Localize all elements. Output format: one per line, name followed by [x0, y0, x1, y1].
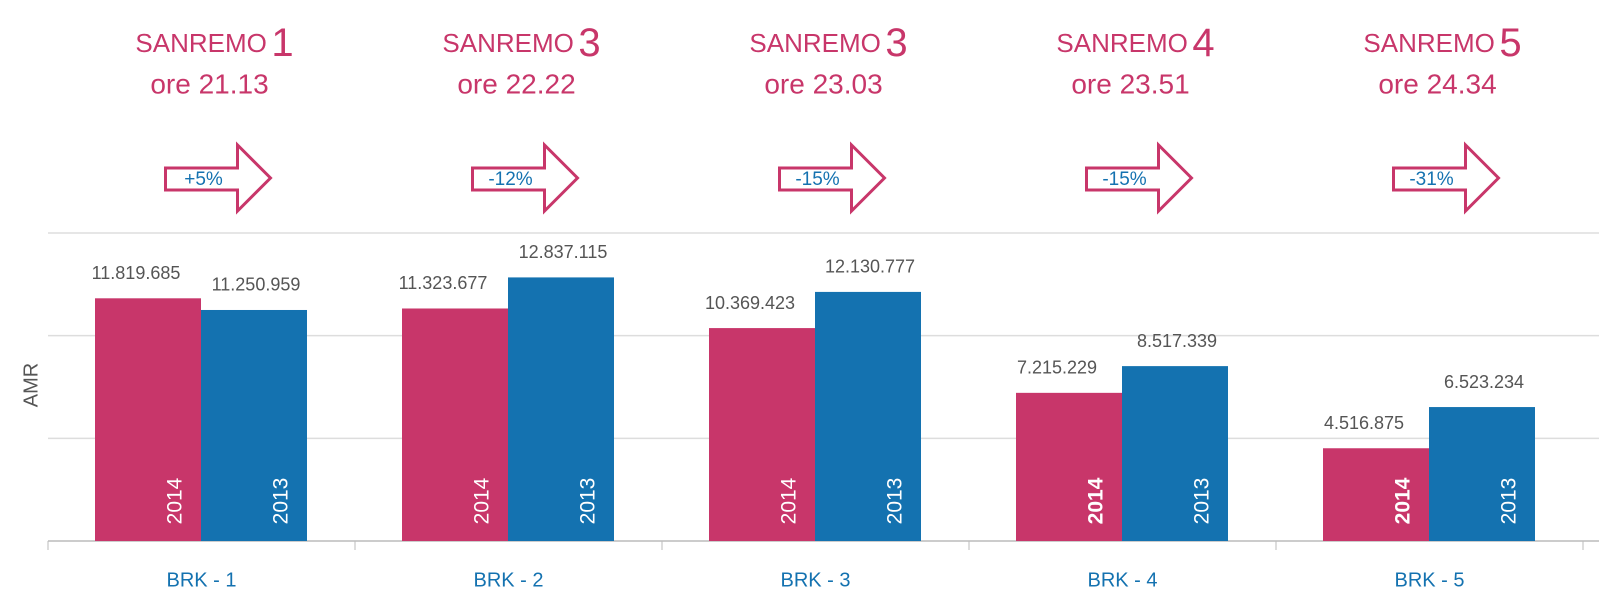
annotation-number: 1	[271, 21, 293, 65]
annotation-title: SANREMO 5	[1363, 21, 1521, 65]
value-label: 11.250.959	[212, 275, 301, 295]
value-label: 6.523.234	[1444, 372, 1524, 392]
bar	[815, 291, 921, 541]
bar	[95, 298, 201, 541]
x-tick-label: BRK - 5	[1394, 569, 1464, 591]
annotation-number: 3	[885, 21, 907, 65]
annotation-time: ore 24.34	[1378, 68, 1496, 99]
bar	[201, 309, 307, 541]
bar	[1122, 366, 1228, 541]
bar	[709, 328, 815, 541]
change-label: -12%	[488, 169, 532, 190]
annotation-number: 3	[578, 21, 600, 65]
bar-series-label: 2014	[1085, 477, 1108, 524]
value-label: 11.819.685	[92, 263, 181, 283]
bar-series-label: 2013	[1498, 478, 1521, 525]
bar-series-label: 2013	[577, 478, 600, 525]
annotation-title: SANREMO 3	[749, 21, 907, 65]
change-arrow	[471, 141, 580, 215]
value-label: 10.369.423	[705, 293, 795, 313]
bar-series-label: 2013	[884, 478, 907, 525]
x-tick-label: BRK - 1	[166, 569, 236, 591]
annotation-title: SANREMO 1	[135, 21, 293, 65]
change-arrow	[1392, 141, 1501, 215]
value-label: 11.323.677	[399, 273, 488, 293]
change-label: -15%	[1102, 169, 1146, 190]
bar	[508, 277, 614, 541]
annotation-time: ore 23.03	[764, 68, 882, 99]
change-label: +5%	[184, 169, 223, 190]
x-tick-label: BRK - 2	[473, 569, 543, 591]
change-label: -15%	[795, 169, 839, 190]
bar-series-label: 2014	[1392, 477, 1415, 524]
annotation-time: ore 21.13	[150, 68, 268, 99]
bar	[1323, 448, 1429, 541]
change-arrow	[778, 141, 887, 215]
annotation-number: 5	[1499, 21, 1521, 65]
value-label: 12.837.115	[519, 242, 608, 262]
annotation-time: ore 22.22	[457, 68, 575, 99]
bar	[1429, 407, 1535, 541]
annotation-time: ore 23.51	[1071, 68, 1189, 99]
change-label: -31%	[1409, 169, 1453, 190]
value-label: 4.516.875	[1324, 413, 1404, 433]
annotation-word: SANREMO	[1056, 28, 1187, 58]
annotation-number: 4	[1192, 21, 1214, 65]
value-label: 7.215.229	[1017, 358, 1097, 378]
annotation-word: SANREMO	[442, 28, 573, 58]
bar-series-label: 2014	[164, 477, 187, 524]
change-arrow	[1085, 141, 1194, 215]
annotation-word: SANREMO	[135, 28, 266, 58]
annotation-title: SANREMO 4	[1056, 21, 1214, 65]
y-axis-label: AMR	[20, 363, 42, 407]
bar-series-label: 2013	[1191, 478, 1214, 525]
x-tick-label: BRK - 4	[1087, 569, 1157, 591]
bar-series-label: 2013	[270, 478, 293, 525]
change-arrow	[164, 141, 273, 215]
annotation-word: SANREMO	[1363, 28, 1494, 58]
x-tick-label: BRK - 3	[780, 569, 850, 591]
bar-series-label: 2014	[778, 477, 801, 524]
value-label: 8.517.339	[1137, 331, 1217, 351]
bar	[402, 308, 508, 541]
bar	[1016, 392, 1122, 541]
bar-series-label: 2014	[471, 477, 494, 524]
annotation-word: SANREMO	[749, 28, 880, 58]
value-label: 12.130.777	[825, 257, 915, 277]
annotation-title: SANREMO 3	[442, 21, 600, 65]
